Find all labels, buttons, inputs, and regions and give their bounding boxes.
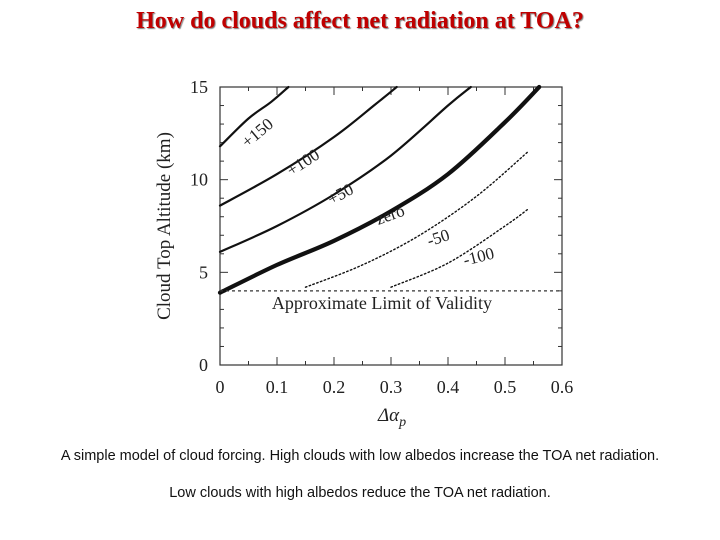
x-tick-label: 0 <box>216 377 225 397</box>
x-tick-label: 0.5 <box>494 377 517 397</box>
x-axis-label-sub: p <box>398 415 406 430</box>
x-tick-label: 0.2 <box>323 377 346 397</box>
series-line <box>390 208 529 288</box>
series-label: -100 <box>461 244 496 270</box>
y-tick-label: 15 <box>190 77 208 97</box>
series-line <box>217 84 542 295</box>
series-label: +150 <box>238 114 277 151</box>
y-tick-label: 5 <box>199 262 208 282</box>
series-line <box>218 85 398 207</box>
x-tick-label: 0.4 <box>437 377 460 397</box>
x-tick-label: 0.1 <box>266 377 289 397</box>
y-tick-label: 10 <box>190 170 208 190</box>
caption-line-2: Low clouds with high albedos reduce the … <box>169 485 551 501</box>
y-axis-label: Cloud Top Altitude (km) <box>154 132 175 320</box>
series-line <box>218 85 472 253</box>
series-line <box>304 151 529 288</box>
y-tick-label: 0 <box>199 355 208 375</box>
x-axis-label: Δαp <box>377 405 406 430</box>
page-title: How do clouds affect net radiation at TO… <box>136 8 584 34</box>
validity-limit-label: Approximate Limit of Validity <box>272 293 492 313</box>
series-line <box>218 85 290 148</box>
x-axis-label-main: Δα <box>377 405 400 426</box>
x-tick-label: 0.6 <box>551 377 574 397</box>
tick-labels: 0 0.1 0.2 0.3 0.4 0.5 0.6 0 5 10 15 <box>190 77 573 397</box>
caption-line-1: A simple model of cloud forcing. High cl… <box>60 448 660 464</box>
series-label: zero <box>373 201 407 229</box>
x-tick-label: 0.3 <box>380 377 403 397</box>
curves <box>217 84 542 295</box>
